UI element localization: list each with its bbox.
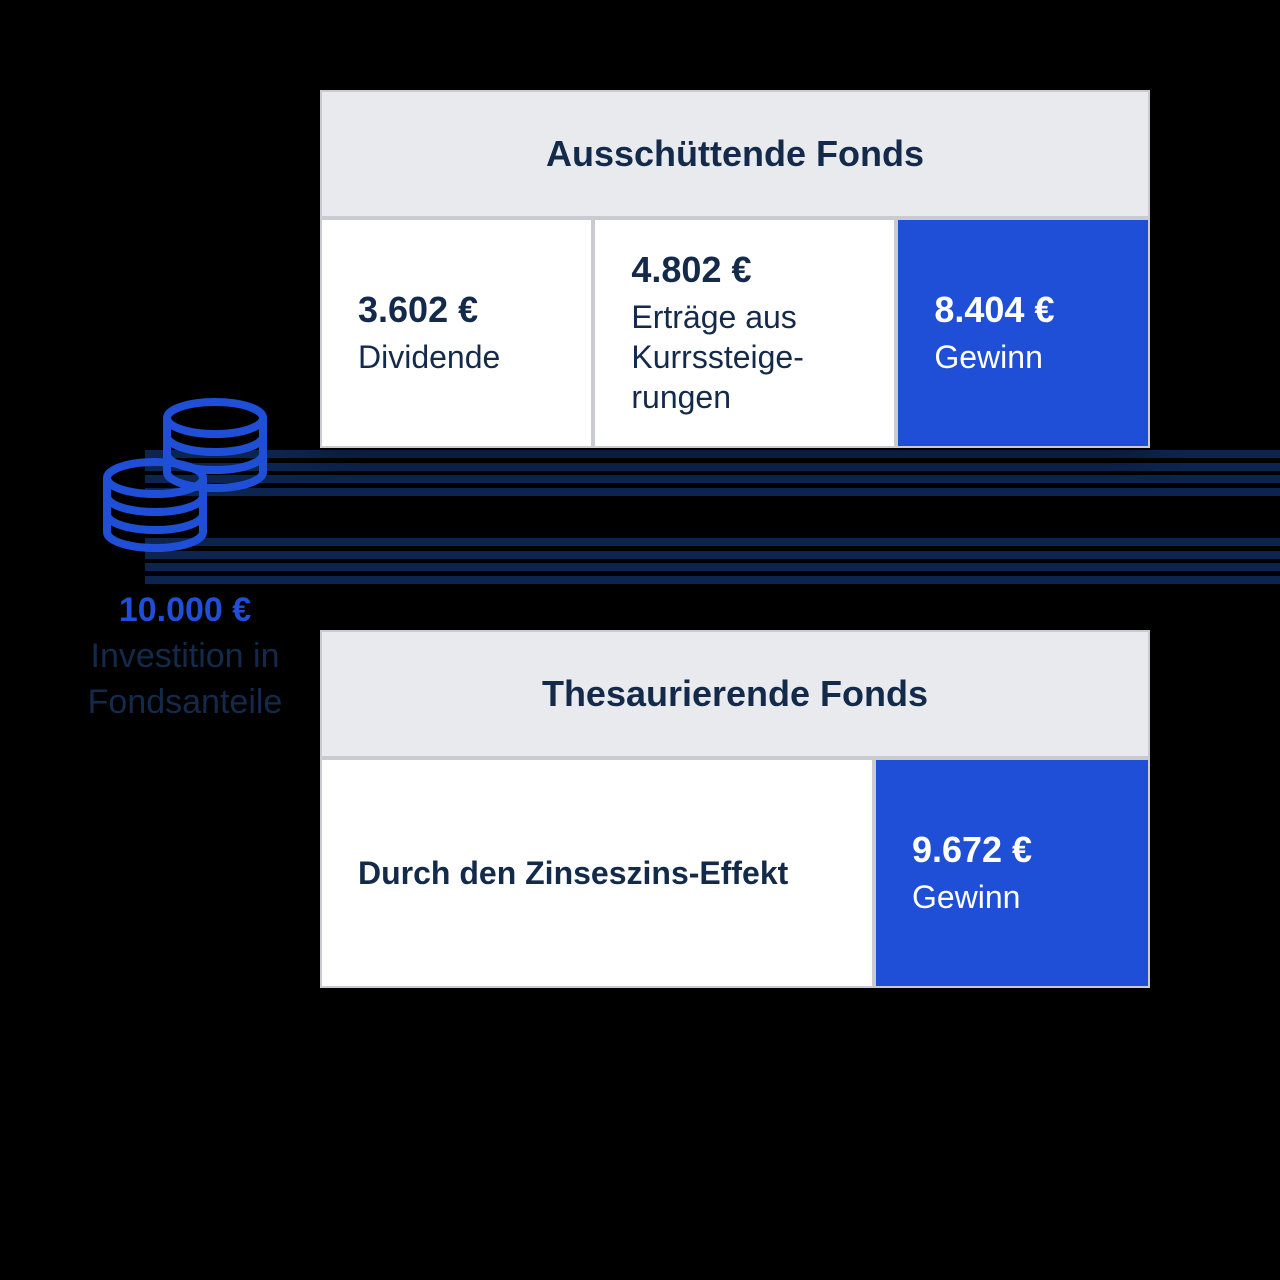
block-row: Durch den Zinseszins-Effekt 9.672 € Gewinn	[320, 758, 1150, 988]
cell-value: 8.404 €	[934, 289, 1112, 331]
coins-icon	[95, 390, 275, 560]
cell-label: Dividende	[358, 337, 555, 377]
block-title: Thesaurierende Fonds	[320, 630, 1150, 758]
cell-label: Gewinn	[912, 877, 1112, 917]
block-title-text: Thesaurierende Fonds	[542, 673, 928, 715]
block-title-text: Ausschüttende Fonds	[546, 133, 924, 175]
cell-value: 9.672 €	[912, 829, 1112, 871]
diagram-canvas: Ausschüttende Fonds 3.602 € Dividende 4.80…	[0, 0, 1280, 1280]
investment-line1: Investition in	[88, 634, 283, 680]
cell-label: Gewinn	[934, 337, 1112, 377]
value-cell: 3.602 € Dividende	[320, 218, 593, 448]
cell-label: Erträge aus Kurrssteige-rungen	[631, 297, 858, 417]
investment-column: 10.000 € Investition in Fondsanteile	[60, 390, 310, 726]
result-cell: 9.672 € Gewinn	[874, 758, 1150, 988]
value-cell: Durch den Zinseszins-Effekt	[320, 758, 874, 988]
cell-value: 3.602 €	[358, 289, 555, 331]
cell-value: 4.802 €	[631, 249, 858, 291]
investment-text: 10.000 € Investition in Fondsanteile	[88, 588, 283, 726]
block-title: Ausschüttende Fonds	[320, 90, 1150, 218]
investment-amount: 10.000 €	[88, 588, 283, 634]
connector-stripes-top	[145, 450, 1280, 496]
investment-line2: Fondsanteile	[88, 680, 283, 726]
connector-stripes-bottom	[145, 538, 1280, 584]
result-cell: 8.404 € Gewinn	[896, 218, 1150, 448]
distributing-funds-block: Ausschüttende Fonds 3.602 € Dividende 4.80…	[320, 90, 1150, 448]
value-cell: 4.802 € Erträge aus Kurrssteige-rungen	[593, 218, 896, 448]
accumulating-funds-block: Thesaurierende Fonds Durch den Zinseszin…	[320, 630, 1150, 988]
block-row: 3.602 € Dividende 4.802 € Erträge aus Kurrs…	[320, 218, 1150, 448]
cell-label: Durch den Zinseszins-Effekt	[358, 853, 836, 893]
